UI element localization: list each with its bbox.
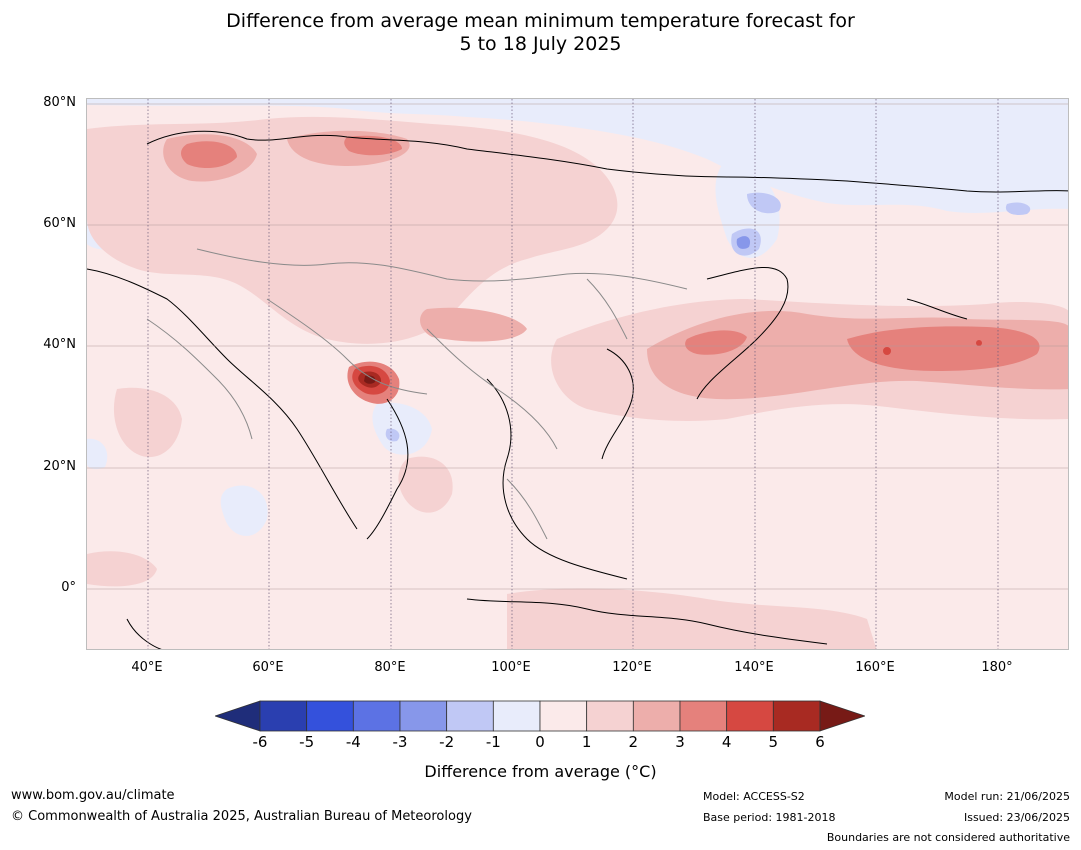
colorbar-arrow-high xyxy=(819,700,865,732)
model-text: Model: ACCESS-S2 xyxy=(703,790,805,803)
colorbar-swatch xyxy=(446,700,494,732)
colorbar-swatch xyxy=(399,700,448,732)
colorbar-swatch xyxy=(772,700,821,732)
colorbar-tick: 6 xyxy=(815,733,825,751)
base-period-text: Base period: 1981-2018 xyxy=(703,811,836,824)
colorbar-tick: 2 xyxy=(628,733,639,751)
website-link[interactable]: www.bom.gov.au/climate xyxy=(11,788,175,803)
anomaly-blue-arctic xyxy=(87,99,1068,213)
forecast-map xyxy=(86,98,1069,650)
anomaly-salmon-central-asia xyxy=(420,307,527,342)
colorbar-swatch xyxy=(539,700,588,732)
colorbar-tick: -2 xyxy=(439,733,455,751)
anomaly-blue-india xyxy=(372,402,432,455)
colorbar xyxy=(215,700,865,732)
issued-text: Issued: 23/06/2025 xyxy=(963,811,1070,824)
anomaly-pacific-spot-2 xyxy=(976,340,982,346)
colorbar-swatch xyxy=(352,700,401,732)
colorbar-swatch xyxy=(259,700,308,732)
colorbar-tick: 1 xyxy=(581,733,592,751)
anomaly-red-scandinavia xyxy=(181,141,237,169)
longitude-lines xyxy=(147,99,999,649)
country-borders xyxy=(146,248,688,540)
colorbar-tick: -6 xyxy=(252,733,268,751)
lat-label-40n: 40°N xyxy=(43,337,76,352)
anomaly-red-north-pacific xyxy=(847,326,1040,371)
anomaly-pink-east-africa xyxy=(87,551,157,587)
lon-label-80e: 80°E xyxy=(374,660,406,675)
colorbar-tick: 5 xyxy=(768,733,779,751)
map-title: Difference from average mean minimum tem… xyxy=(0,10,1081,56)
lon-label-100e: 100°E xyxy=(491,660,531,675)
lat-label-60n: 60°N xyxy=(43,216,76,231)
disclaimer-text: Boundaries are not considered authoritat… xyxy=(826,831,1070,844)
colorbar-tick: 0 xyxy=(535,733,545,751)
anomaly-pink-bay-of-bengal xyxy=(398,456,453,513)
anomaly-red-russia xyxy=(344,135,402,156)
latitude-lines xyxy=(87,103,1068,590)
colorbar-tick: -3 xyxy=(392,733,408,751)
colorbar-title: Difference from average (°C) xyxy=(424,762,657,781)
lon-label-60e: 60°E xyxy=(252,660,284,675)
lon-label-120e: 120°E xyxy=(612,660,652,675)
lon-label-160e: 160°E xyxy=(855,660,895,675)
colorbar-swatch xyxy=(586,700,634,732)
map-canvas xyxy=(87,99,1068,649)
lat-label-0: 0° xyxy=(61,580,76,595)
model-run-text: Model run: 21/06/2025 xyxy=(944,790,1070,803)
lat-label-20n: 20°N xyxy=(43,459,76,474)
colorbar-tick: 3 xyxy=(675,733,685,751)
colorbar-tick: -4 xyxy=(345,733,361,751)
colorbar-tick: -1 xyxy=(485,733,501,751)
anomaly-red-japan xyxy=(685,330,747,355)
anomaly-extreme-tibet xyxy=(364,375,376,384)
colorbar-swatch xyxy=(306,700,354,732)
anomaly-pink-indonesia xyxy=(507,588,877,649)
coastlines xyxy=(87,130,1068,649)
lon-label-40e: 40°E xyxy=(131,660,163,675)
colorbar-arrow-low xyxy=(215,700,261,732)
anomaly-blue-core-1 xyxy=(747,192,781,214)
lon-label-140e: 140°E xyxy=(734,660,774,675)
colorbar-tick: 4 xyxy=(721,733,732,751)
copyright-text: © Commonwealth of Australia 2025, Austra… xyxy=(11,809,472,824)
anomaly-blue-core-3 xyxy=(736,236,751,249)
anomaly-blue-africa xyxy=(87,438,108,470)
anomaly-pacific-spot-1 xyxy=(883,347,891,355)
lon-label-180: 180° xyxy=(981,660,1013,675)
colorbar-swatch xyxy=(492,700,541,732)
anomaly-blue-arabian-sea xyxy=(220,485,268,536)
title-line-2: 5 to 18 July 2025 xyxy=(459,33,622,55)
title-line-1: Difference from average mean minimum tem… xyxy=(226,10,855,32)
colorbar-swatch xyxy=(726,700,774,732)
anomaly-blue-india-core xyxy=(385,428,400,442)
anomaly-blue-siberia xyxy=(715,159,780,258)
anomaly-blue-core-4 xyxy=(1005,202,1031,215)
colorbar-swatch xyxy=(632,700,681,732)
lat-label-80n: 80°N xyxy=(43,95,76,110)
colorbar-tick: -5 xyxy=(299,733,315,751)
colorbar-swatch xyxy=(679,700,728,732)
